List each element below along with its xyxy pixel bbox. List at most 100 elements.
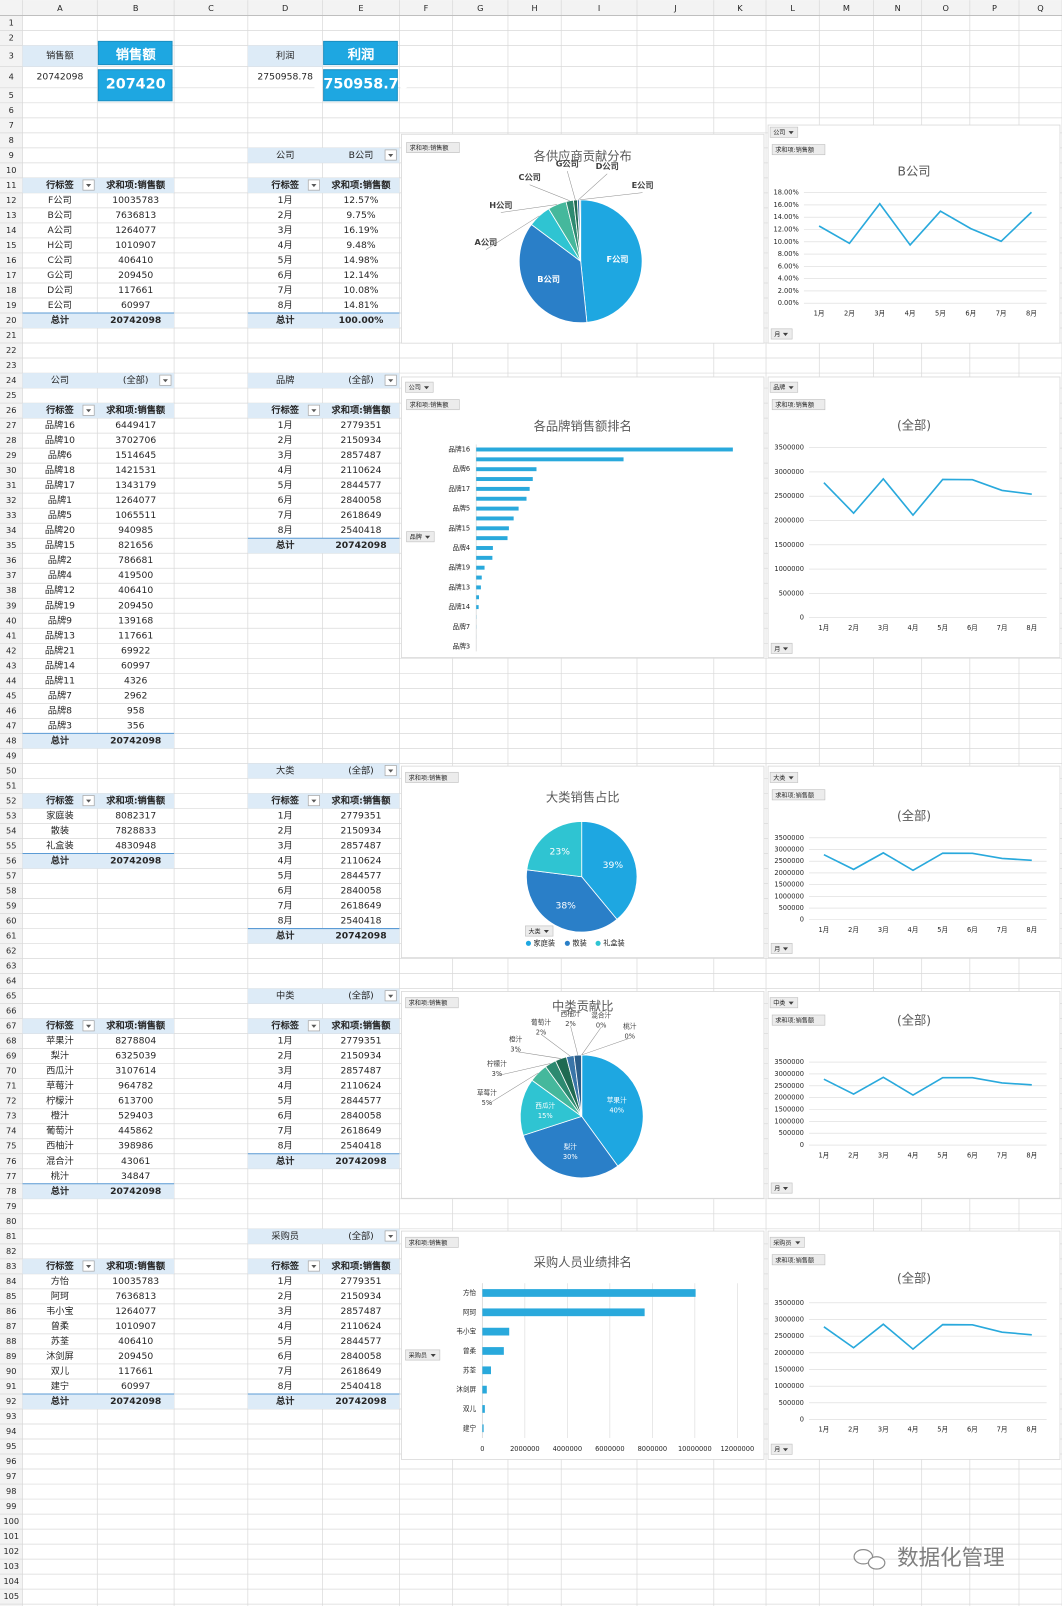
cell-text: 3702706 — [115, 435, 156, 446]
cell-text: 1264077 — [115, 225, 156, 236]
cell-text: 139168 — [118, 615, 153, 626]
cell-text: 8082317 — [115, 810, 156, 821]
cell-text: 2110624 — [340, 465, 381, 476]
row-header: 53 — [6, 810, 16, 820]
field-button[interactable] — [771, 399, 826, 411]
y-tick-label: 12.00% — [773, 225, 798, 233]
total-row — [22, 1393, 175, 1409]
leader-line — [500, 204, 558, 213]
field-button-text: 大类 — [528, 928, 540, 936]
column-header: P — [992, 3, 997, 13]
field-button[interactable] — [525, 925, 554, 937]
field-button[interactable] — [771, 789, 826, 801]
cell-text: 958 — [127, 705, 145, 716]
cell-text: G公司 — [47, 270, 73, 281]
field-button[interactable] — [405, 997, 459, 1009]
field-button[interactable] — [770, 328, 793, 340]
cell-text: 7月 — [278, 285, 293, 296]
cell-text: (全部) — [348, 1230, 374, 1242]
field-button[interactable] — [771, 1014, 826, 1026]
field-button[interactable] — [405, 381, 434, 393]
watermark-icon — [853, 1548, 874, 1565]
data-label: 5% — [482, 1099, 493, 1107]
total-row — [22, 313, 175, 329]
cell-text: 总计 — [51, 1185, 70, 1197]
kpi-button-text: 销售额 — [116, 46, 157, 63]
cell-text: 6月 — [278, 1351, 293, 1362]
column-header: F — [424, 3, 429, 13]
cell-text: 韦小宝 — [46, 1305, 74, 1317]
leader-line — [529, 184, 570, 202]
cell-text: 4月 — [278, 1321, 293, 1332]
cell-text: 3月 — [278, 840, 293, 851]
kpi-value: 20742098 — [36, 72, 83, 83]
header-row — [22, 403, 175, 419]
cell-text: 2150934 — [340, 1291, 381, 1302]
cell-text: F公司 — [48, 195, 72, 206]
row-header: 20 — [6, 315, 16, 325]
field-button[interactable] — [405, 1349, 441, 1361]
field-button[interactable] — [406, 399, 460, 411]
cell-text: 2779351 — [340, 420, 381, 431]
field-button[interactable] — [770, 942, 793, 954]
field-button[interactable] — [406, 142, 460, 153]
y-tick-label: 阿珂 — [463, 1307, 477, 1316]
field-button[interactable] — [770, 642, 793, 654]
y-tick-label: 8.00% — [778, 250, 799, 258]
bar — [476, 496, 527, 501]
header-row — [22, 1258, 175, 1274]
cell-text: 品牌12 — [45, 584, 75, 596]
row-header: 58 — [6, 886, 16, 896]
cell-text: 品牌11 — [45, 674, 75, 686]
cell-text: 2540418 — [340, 525, 381, 536]
field-button[interactable] — [771, 144, 826, 156]
cell-text: 60997 — [121, 1381, 150, 1392]
field-button[interactable] — [770, 1443, 793, 1455]
total-row — [22, 1183, 175, 1199]
cell-text: 2月 — [278, 435, 293, 446]
x-tick-label: 5月 — [937, 1151, 948, 1159]
cell-text: 2540418 — [340, 916, 381, 927]
cell-text: 7636813 — [115, 210, 156, 221]
y-tick-label: 0 — [800, 916, 804, 924]
row-header: 1 — [9, 17, 14, 27]
cell-text: 2779351 — [340, 810, 381, 821]
row-header: 34 — [6, 525, 16, 535]
field-button[interactable] — [771, 1254, 826, 1266]
cell-text: 4830948 — [115, 840, 156, 851]
row-header: 64 — [6, 976, 16, 986]
cell-text: 品牌21 — [45, 644, 75, 656]
x-tick-label: 7月 — [997, 926, 1008, 934]
row-header: 63 — [6, 961, 16, 971]
cell-text: 总计 — [276, 539, 295, 551]
cell-text: 4月 — [278, 240, 293, 251]
y-tick-label: 500000 — [779, 904, 804, 912]
y-tick-label: 1500000 — [774, 541, 804, 549]
chart-title: 采购人员业绩排名 — [534, 1254, 632, 1269]
y-tick-label: 2.00% — [778, 287, 799, 295]
field-button[interactable] — [769, 771, 799, 783]
cell-text: 2618649 — [340, 1126, 381, 1137]
field-button[interactable] — [406, 531, 435, 543]
filter-row — [247, 1228, 400, 1244]
field-button[interactable] — [769, 126, 799, 138]
field-button[interactable] — [769, 381, 799, 393]
field-button[interactable] — [770, 1182, 793, 1194]
data-label: 混合汁 — [591, 1010, 611, 1019]
field-button[interactable] — [405, 771, 459, 783]
cell-text: 家庭装 — [46, 809, 74, 821]
row-header: 81 — [6, 1231, 16, 1241]
field-button[interactable] — [769, 1236, 805, 1248]
cell-text: 406410 — [118, 255, 153, 266]
bar — [476, 506, 519, 511]
y-tick-label: 1000000 — [774, 565, 804, 573]
cell-text: 445862 — [118, 1126, 153, 1137]
row-header: 25 — [6, 390, 16, 400]
cell-text: 大类 — [276, 764, 294, 776]
chart-title: 各供应商贡献分布 — [534, 148, 632, 163]
field-button[interactable] — [769, 997, 799, 1009]
row-header: 28 — [6, 435, 16, 445]
kpi-label: 销售额 — [46, 50, 74, 62]
field-button[interactable] — [405, 1236, 459, 1248]
cell-text: 2962 — [124, 690, 147, 701]
